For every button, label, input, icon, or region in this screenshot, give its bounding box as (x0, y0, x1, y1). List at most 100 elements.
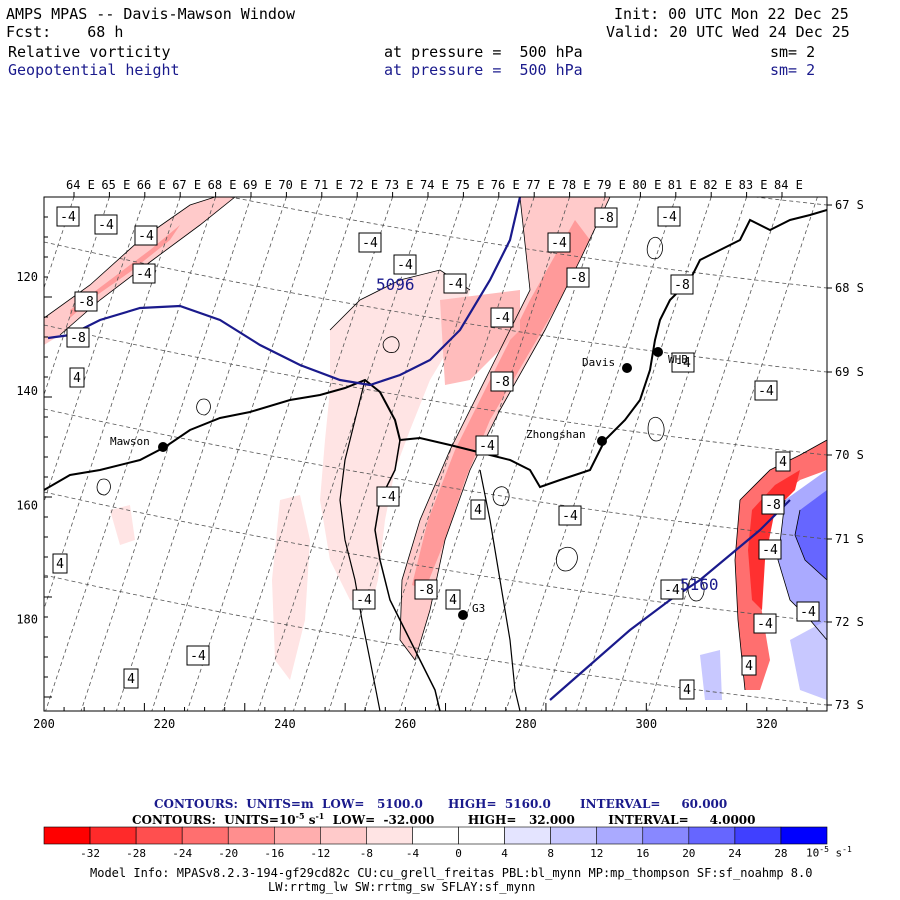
svg-text:-4: -4 (447, 277, 463, 292)
y-tick-label: 180 (16, 613, 38, 627)
shade-band-central (320, 270, 470, 610)
vorticity-label: 4 (741, 655, 757, 676)
height-label-5096: 5096 (376, 275, 415, 294)
shade-east-blue-low (790, 620, 827, 700)
lat-label: 73 S (835, 698, 864, 712)
svg-text:4: 4 (745, 659, 753, 674)
vorticity-label: -4 (754, 380, 778, 401)
svg-text:-4: -4 (675, 356, 691, 371)
colorbar-swatch (504, 826, 551, 845)
lon-label: 80 E (632, 178, 661, 192)
left-y-labels: 120 140 160 180 (16, 270, 38, 627)
field2-level: at pressure = 500 hPa (384, 61, 583, 79)
colorbar-swatch (550, 826, 598, 845)
coastline-ice (479, 469, 521, 711)
vorticity-label: -8 (74, 291, 98, 312)
vorticity-label: -4 (352, 589, 376, 610)
svg-text:-4: -4 (494, 311, 510, 326)
shade-east-red-inner (748, 470, 800, 610)
lon-label: 66 E (137, 178, 166, 192)
colorbar-swatch (780, 826, 828, 845)
svg-text:-8: -8 (78, 295, 94, 310)
svg-text:4: 4 (127, 672, 135, 687)
station-dot-davis (622, 363, 632, 373)
plot-title: AMPS MPAS -- Davis-Mawson Window (6, 5, 295, 23)
colorbar-swatch (458, 826, 505, 845)
vorticity-label: -4 (657, 206, 681, 227)
field2-sm: sm= 2 (770, 61, 816, 79)
vorticity-label: -8 (414, 579, 438, 600)
vorticity-label: -4 (671, 352, 695, 373)
bottom-x-labels: 200 220 240 260 280 300 320 (33, 717, 777, 731)
vorticity-label: -4 (132, 263, 156, 284)
colorbar-label: -4 (406, 847, 420, 860)
shade-sw-blob2 (110, 505, 135, 545)
field2-name: Geopotential height (8, 61, 180, 79)
stations: Mawson Davis Zhongshan G3 WHB (110, 347, 688, 620)
station-dot-mawson (158, 442, 168, 452)
svg-text:-4: -4 (551, 236, 567, 251)
vorticity-label: -4 (358, 232, 382, 253)
svg-text:-4: -4 (479, 439, 495, 454)
colorbar-label: 28 (774, 847, 787, 860)
colorbar-label: 20 (682, 847, 695, 860)
vorticity-label: -4 (547, 232, 571, 253)
axis-ticks (43, 192, 832, 711)
forecast-hour: Fcst: 68 h (6, 23, 124, 41)
vorticity-label: -4 (475, 435, 499, 456)
svg-text:-4: -4 (664, 583, 680, 598)
colorbar-swatch (734, 826, 782, 845)
vorticity-label: 4 (123, 668, 139, 689)
svg-text:4: 4 (779, 455, 787, 470)
valid-time: Valid: 20 UTC Wed 24 Dec 25 (606, 23, 850, 41)
lat-label: 69 S (835, 365, 864, 379)
vorticity-label: 4 (69, 367, 85, 388)
vorticity-label: 4 (52, 553, 68, 574)
colorbar-label: -28 (126, 847, 146, 860)
init-time: Init: 00 UTC Mon 22 Dec 25 (614, 5, 849, 23)
station-label-whb: WHB (668, 353, 688, 366)
vorticity-label: 4 (445, 589, 461, 610)
coastline-south (374, 439, 441, 711)
vorticity-label: -4 (490, 307, 514, 328)
vorticity-label: -4 (758, 539, 782, 560)
lon-label: 75 E (455, 178, 484, 192)
svg-text:-8: -8 (674, 278, 690, 293)
colorbar-swatch (596, 826, 644, 845)
field1-sm: sm= 2 (770, 43, 816, 61)
lon-label: 83 E (739, 178, 768, 192)
vorticity-label: -8 (670, 274, 694, 295)
colorbar-swatch (227, 826, 275, 845)
shade-band-main (400, 197, 610, 660)
lon-label: 68 E (208, 178, 237, 192)
station-label-g3: G3 (472, 602, 485, 615)
legend-colorbar (43, 826, 828, 845)
lat-label: 71 S (835, 532, 864, 546)
svg-text:-8: -8 (418, 583, 434, 598)
colorbar-label: -16 (264, 847, 284, 860)
lon-label: 81 E (668, 178, 697, 192)
x-tick-label: 320 (756, 717, 778, 731)
model-info-line1: Model Info: MPASv8.2.3-194-gf29cd82c CU:… (90, 866, 813, 880)
colorbar-swatch (135, 826, 183, 845)
vorticity-label: -4 (393, 254, 417, 275)
svg-text:-4: -4 (397, 258, 413, 273)
lat-label: 67 S (835, 198, 864, 212)
lon-label: 67 E (172, 178, 201, 192)
lon-label: 73 E (385, 178, 414, 192)
station-dot-whb (653, 347, 663, 357)
svg-text:-8: -8 (570, 271, 586, 286)
colorbar-swatch (273, 826, 321, 845)
legend-scale-labels: -32 -28 -24 -20 -16 -12 -8 -4 0 4 8 12 16 20 24 28 (80, 847, 787, 860)
lon-label: 72 E (349, 178, 378, 192)
lon-label: 71 E (314, 178, 343, 192)
lon-label: 79 E (597, 178, 626, 192)
top-lon-labels: 64 E 65 E 66 E 67 E 68 E 69 E 70 E 71 E 72 E 73 E… (66, 178, 803, 192)
field1-level: at pressure = 500 hPa (384, 43, 583, 61)
svg-text:4: 4 (449, 593, 457, 608)
vorticity-label: -8 (761, 494, 785, 515)
map-frame (43, 196, 828, 712)
lon-label: 74 E (420, 178, 449, 192)
svg-text:-4: -4 (800, 605, 816, 620)
